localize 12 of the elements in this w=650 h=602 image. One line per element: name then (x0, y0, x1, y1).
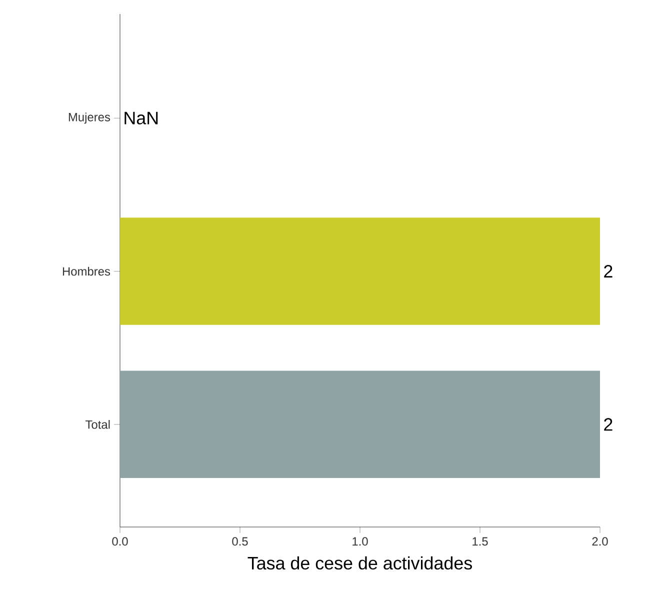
x-axis-title: Tasa de cese de actividades (248, 556, 472, 570)
y-tick-label: Mujeres (68, 112, 110, 124)
y-tick-label: Total (85, 420, 110, 429)
x-tick-label: 2.0 (592, 537, 608, 546)
x-tick-label: 0.0 (112, 537, 128, 546)
y-tick-label: Hombres (62, 266, 110, 276)
x-tick-label: 0.5 (232, 537, 248, 546)
data-label: 2 (604, 418, 612, 431)
text: NaN (124, 112, 158, 124)
x-tick-label: 1.5 (472, 537, 488, 546)
data-label: 2 (604, 265, 612, 278)
x-tick-label: 1.0 (352, 537, 368, 546)
